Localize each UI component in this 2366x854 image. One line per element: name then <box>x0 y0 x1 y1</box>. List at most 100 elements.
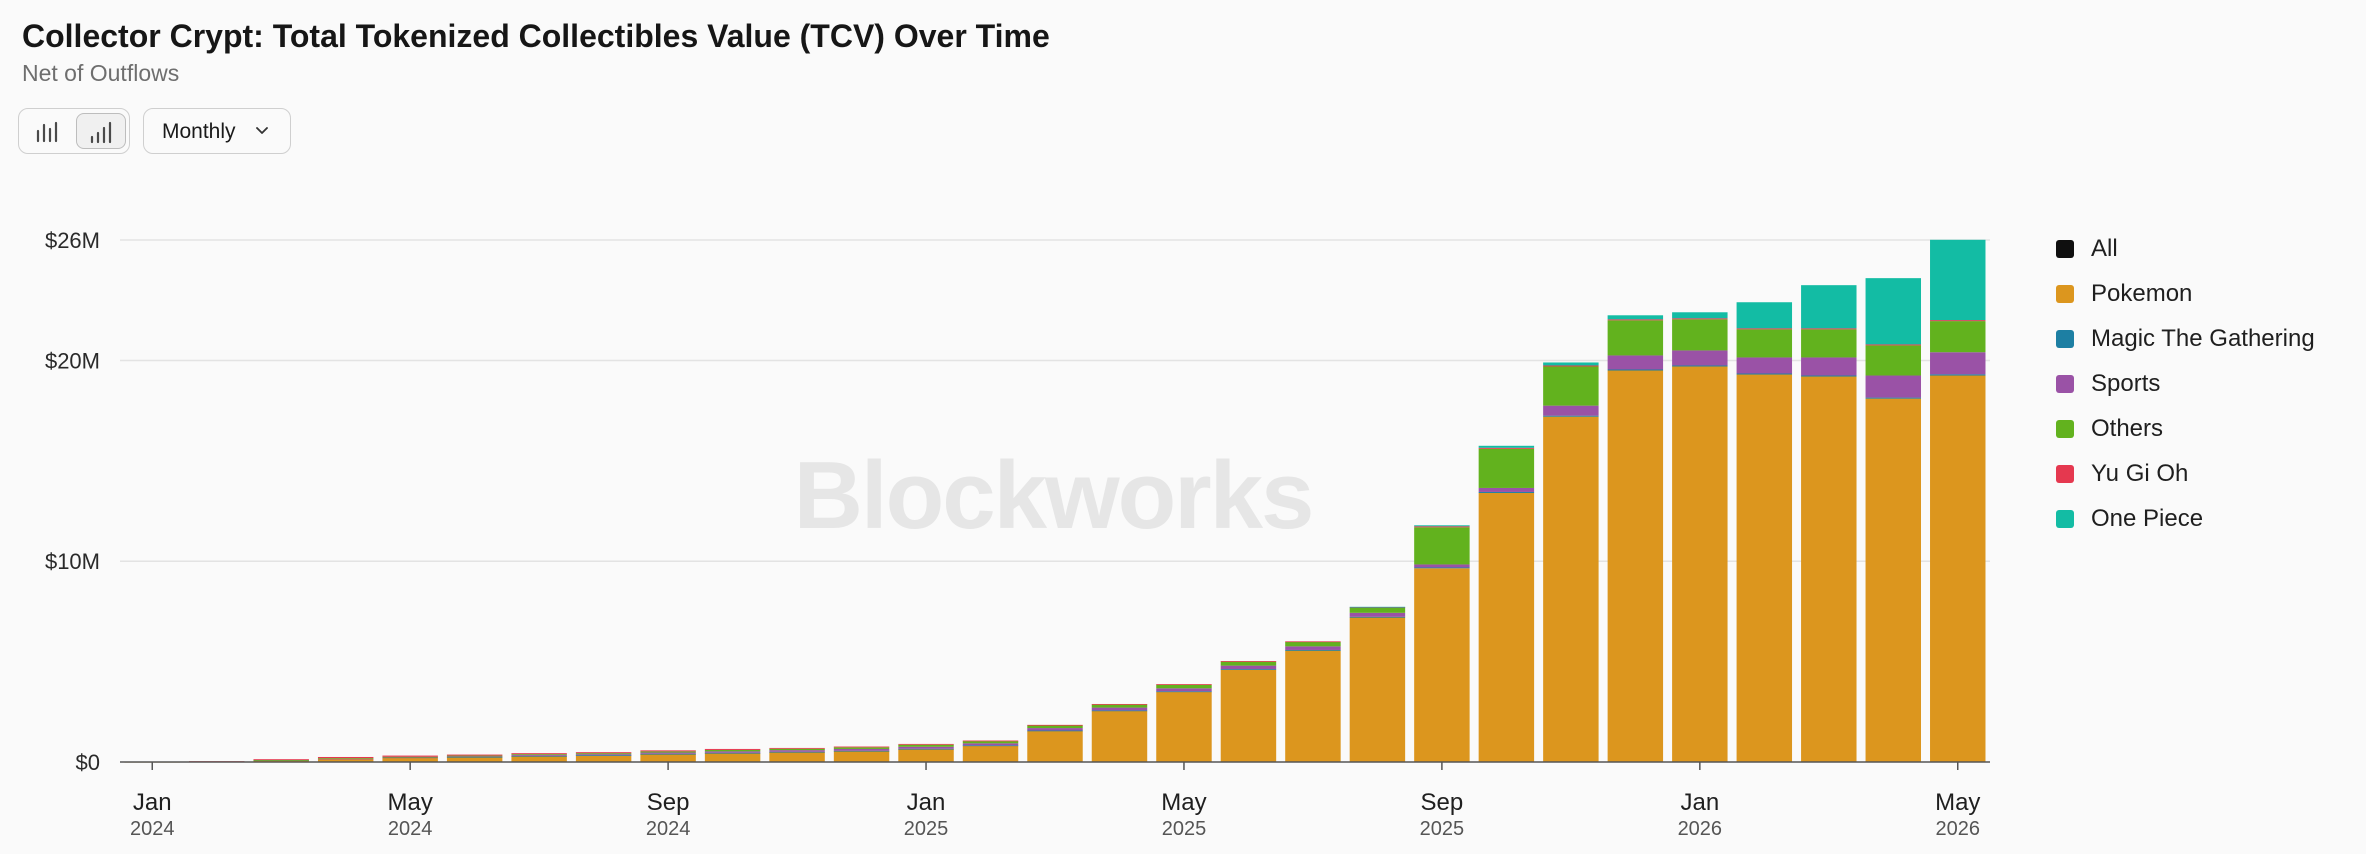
bar-segment-others <box>317 758 374 759</box>
bar-segment-others <box>898 744 954 747</box>
x-tick-year: 2025 <box>1420 818 1465 840</box>
legend-swatch <box>2056 419 2074 438</box>
x-tick-month: May <box>1161 789 1206 816</box>
x-tick-month: Jan <box>133 789 172 816</box>
bar-segment-pokemon <box>1285 650 1341 762</box>
bar-segment-yu-gi-oh <box>833 746 890 748</box>
bar-segment-others <box>1285 641 1341 647</box>
bar-segment-magic-the-gathering <box>640 753 696 755</box>
bar-segment-sports <box>1478 487 1535 492</box>
bar-segment-pokemon <box>1801 376 1857 762</box>
x-tick-year: 2024 <box>388 818 433 840</box>
period-dropdown[interactable]: Monthly <box>143 108 291 154</box>
bar-segment-sports <box>1607 355 1664 370</box>
legend-item-yu-gi-oh[interactable]: Yu Gi Oh <box>2056 451 2315 496</box>
bar-segment-yu-gi-oh <box>769 747 825 749</box>
legend-item-pokemon[interactable]: Pokemon <box>2056 271 2315 316</box>
bar-segment-others <box>1607 320 1664 356</box>
bar-segment-yu-gi-oh <box>575 752 632 754</box>
bar-segment-pokemon <box>1672 366 1728 762</box>
bar-segment-yu-gi-oh <box>382 755 438 757</box>
bar-segment-pokemon <box>1220 669 1277 762</box>
bar-segment-others <box>382 756 438 758</box>
bar-segment-pokemon <box>1865 398 1922 762</box>
y-tick-label: $26M <box>45 228 100 253</box>
bar-segment-sports <box>575 754 632 756</box>
bar-segment-yu-gi-oh <box>317 756 374 759</box>
bar-segment-pokemon <box>382 757 438 762</box>
bar-segment-magic-the-gathering <box>1543 415 1599 417</box>
legend-swatch <box>2056 239 2074 258</box>
x-tick-month: May <box>1935 789 1980 816</box>
bar-segment-yu-gi-oh <box>704 748 761 750</box>
bar-segment-yu-gi-oh <box>1736 328 1793 330</box>
bar-segment-pokemon <box>833 750 890 762</box>
legend-swatch <box>2056 374 2074 393</box>
bar-segment-one-piece <box>1672 312 1728 319</box>
bar-segment-magic-the-gathering <box>769 751 825 753</box>
bar-segment-sports <box>769 750 825 752</box>
bar-segment-pokemon <box>704 752 761 762</box>
stacked-bar-view-button[interactable] <box>76 113 126 149</box>
bar-segment-magic-the-gathering <box>1285 649 1341 651</box>
legend-item-one-piece[interactable]: One Piece <box>2056 496 2315 541</box>
legend-item-magic-the-gathering[interactable]: Magic The Gathering <box>2056 316 2315 361</box>
bar-segment-yu-gi-oh <box>962 740 1019 742</box>
bar-segment-yu-gi-oh <box>1865 344 1922 346</box>
bar-segment-one-piece <box>1865 278 1922 345</box>
bar-segment-others <box>640 751 696 753</box>
bar-segment-sports <box>446 756 503 757</box>
chart-legend: All Pokemon Magic The Gathering Sports Other… <box>2056 226 2315 541</box>
bar-segment-others <box>1543 366 1599 406</box>
bar-segment-pokemon <box>769 751 825 762</box>
legend-label: Magic The Gathering <box>2091 324 2315 352</box>
bar-segment-pokemon <box>511 755 567 762</box>
bar-chart-ascending-icon <box>90 121 112 144</box>
bar-segment-sports <box>382 757 438 759</box>
bar-segment-sports <box>1027 728 1083 731</box>
x-tick-month: Sep <box>647 789 690 816</box>
bar-segment-others <box>253 759 309 761</box>
legend-item-all[interactable]: All <box>2056 226 2315 271</box>
bar-segment-magic-the-gathering <box>1865 397 1922 399</box>
legend-item-others[interactable]: Others <box>2056 406 2315 451</box>
bar-chart-view-button[interactable] <box>23 113 73 149</box>
x-tick-month: Jan <box>1680 789 1719 816</box>
bar-segment-pokemon <box>317 758 374 762</box>
bar-segment-yu-gi-oh <box>898 743 954 745</box>
bar-segment-pokemon <box>1736 374 1793 762</box>
bar-segment-others <box>1736 329 1793 358</box>
period-label: Monthly <box>162 120 236 143</box>
bar-segment-one-piece <box>1736 302 1793 329</box>
bar-segment-sports <box>1672 350 1728 366</box>
bar-segment-sports <box>317 758 374 760</box>
bar-segment-pokemon <box>1930 375 1986 762</box>
bar-segment-magic-the-gathering <box>962 745 1019 747</box>
bar-segment-magic-the-gathering <box>1801 375 1857 377</box>
bar-segment-others <box>704 749 761 752</box>
bar-segment-yu-gi-oh <box>446 754 503 756</box>
bar-segment-yu-gi-oh <box>511 753 567 755</box>
x-tick-year: 2024 <box>130 818 175 840</box>
bar-segment-magic-the-gathering <box>1414 567 1470 569</box>
bar-segment-pokemon <box>1027 730 1083 762</box>
legend-item-sports[interactable]: Sports <box>2056 361 2315 406</box>
legend-swatch <box>2056 464 2074 483</box>
chart-subtitle: Net of Outflows <box>22 60 180 86</box>
y-tick-label: $20M <box>45 348 100 373</box>
bar-segment-one-piece <box>1543 362 1599 366</box>
bar-segment-magic-the-gathering <box>511 755 567 757</box>
bar-segment-others <box>1349 607 1406 613</box>
bar-segment-yu-gi-oh <box>1156 684 1212 685</box>
bar-segment-yu-gi-oh <box>1285 641 1341 643</box>
bar-segment-yu-gi-oh <box>1091 703 1148 705</box>
legend-label: Others <box>2091 414 2164 442</box>
bar-segment-sports <box>1220 665 1277 670</box>
bar-segment-sports <box>1091 707 1148 711</box>
bar-segment-others <box>833 747 890 749</box>
bar-segment-sports <box>1414 564 1470 568</box>
chart-title: Collector Crypt: Total Tokenized Collect… <box>22 18 1050 54</box>
bar-segment-sports <box>640 752 696 754</box>
x-tick-month: Sep <box>1421 789 1464 816</box>
bar-segment-one-piece <box>1349 606 1406 608</box>
